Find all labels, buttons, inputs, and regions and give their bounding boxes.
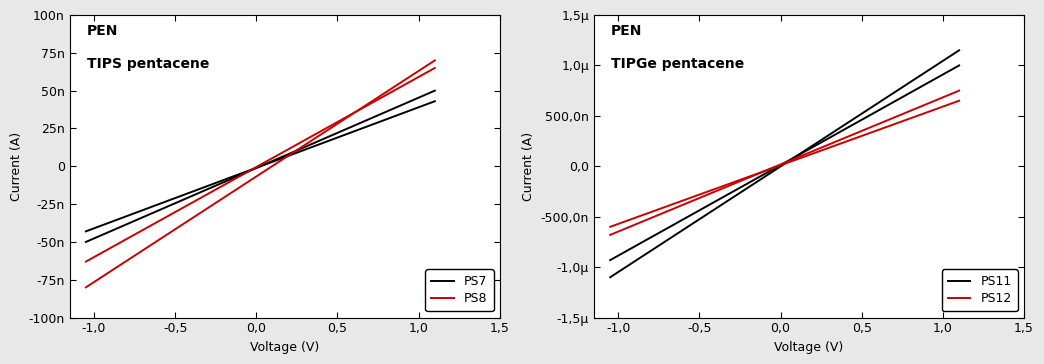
Legend: PS11, PS12: PS11, PS12: [942, 269, 1018, 311]
X-axis label: Voltage (V): Voltage (V): [775, 341, 844, 354]
X-axis label: Voltage (V): Voltage (V): [251, 341, 319, 354]
Text: TIPS pentacene: TIPS pentacene: [87, 58, 209, 71]
Y-axis label: Current (A): Current (A): [10, 132, 23, 201]
Y-axis label: Current (A): Current (A): [522, 132, 536, 201]
Legend: PS7, PS8: PS7, PS8: [425, 269, 494, 311]
Text: PEN: PEN: [611, 24, 642, 38]
Text: TIPGe pentacene: TIPGe pentacene: [611, 58, 744, 71]
Text: PEN: PEN: [87, 24, 118, 38]
